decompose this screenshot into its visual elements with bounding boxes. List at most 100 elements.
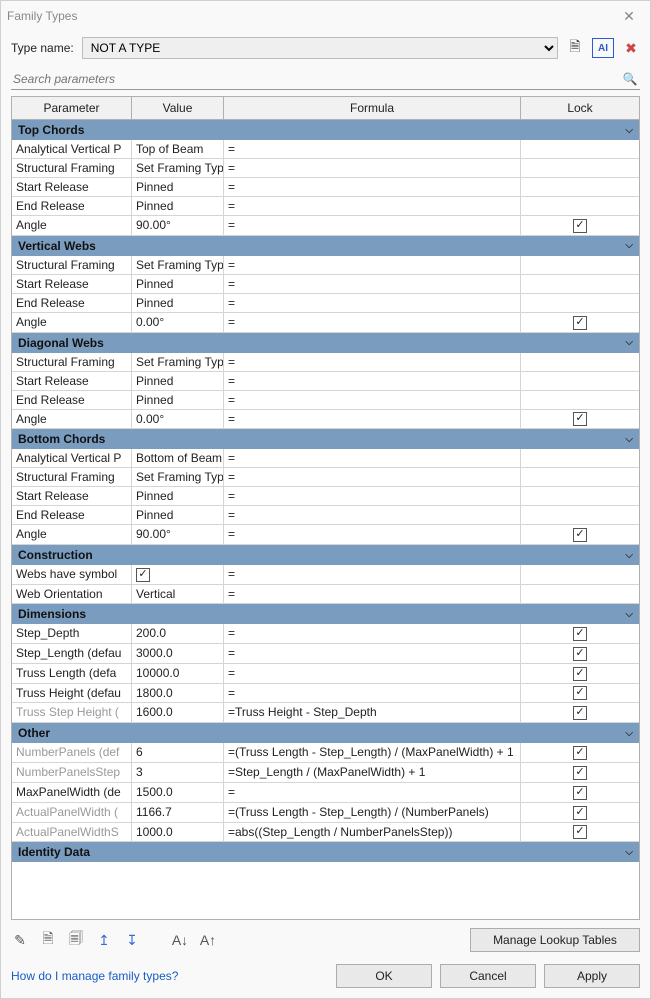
lock-cell[interactable]	[521, 664, 639, 683]
formula-cell[interactable]: =	[224, 624, 521, 643]
formula-cell[interactable]: =	[224, 197, 521, 215]
formula-cell[interactable]: =	[224, 410, 521, 429]
value-cell[interactable]: 200.0	[132, 624, 224, 643]
delete-type-icon[interactable]: ✖	[622, 39, 640, 57]
value-cell[interactable]: 1800.0	[132, 684, 224, 703]
formula-cell[interactable]: =Truss Height - Step_Depth	[224, 703, 521, 722]
lock-checkbox[interactable]	[573, 219, 587, 233]
lock-cell[interactable]	[521, 216, 639, 235]
value-cell[interactable]: Pinned	[132, 487, 224, 505]
value-checkbox[interactable]	[136, 568, 150, 582]
lock-cell[interactable]	[521, 525, 639, 544]
lock-cell[interactable]	[521, 783, 639, 802]
collapse-icon[interactable]: ⌵	[625, 337, 633, 348]
lock-checkbox[interactable]	[573, 706, 587, 720]
table-row[interactable]: Angle0.00°=	[12, 313, 639, 333]
lock-cell[interactable]	[521, 763, 639, 782]
param-cell[interactable]: Truss Height (defau	[12, 684, 132, 703]
formula-cell[interactable]: =	[224, 585, 521, 603]
formula-cell[interactable]: =	[224, 159, 521, 177]
formula-cell[interactable]: =	[224, 664, 521, 683]
table-row[interactable]: Analytical Vertical PTop of Beam=	[12, 140, 639, 159]
value-cell[interactable]: 1500.0	[132, 783, 224, 802]
value-cell[interactable]: Set Framing Type	[132, 468, 224, 486]
value-cell[interactable]: 10000.0	[132, 664, 224, 683]
lock-cell[interactable]	[521, 803, 639, 822]
lock-cell[interactable]	[521, 644, 639, 663]
table-row[interactable]: MaxPanelWidth (de1500.0=	[12, 783, 639, 803]
table-row[interactable]: Structural FramingSet Framing Type=	[12, 159, 639, 178]
group-header[interactable]: Vertical Webs⌵	[12, 236, 639, 256]
param-cell[interactable]: Start Release	[12, 178, 132, 196]
param-cell[interactable]: Web Orientation	[12, 585, 132, 603]
value-cell[interactable]: 3000.0	[132, 644, 224, 663]
lock-cell[interactable]	[521, 256, 639, 274]
table-row[interactable]: ActualPanelWidthS1000.0=abs((Step_Length…	[12, 823, 639, 843]
cancel-button[interactable]: Cancel	[440, 964, 536, 988]
value-cell[interactable]: Bottom of Beam	[132, 449, 224, 467]
lock-checkbox[interactable]	[573, 627, 587, 641]
value-cell[interactable]: 1600.0	[132, 703, 224, 722]
table-row[interactable]: NumberPanels (def6=(Truss Length - Step_…	[12, 743, 639, 763]
formula-cell[interactable]: =	[224, 275, 521, 293]
lock-cell[interactable]	[521, 565, 639, 584]
value-cell[interactable]: 0.00°	[132, 313, 224, 332]
header-lock[interactable]: Lock	[521, 97, 639, 119]
move-down-icon[interactable]: ↧	[123, 931, 141, 949]
group-header[interactable]: Other⌵	[12, 723, 639, 743]
value-cell[interactable]: Pinned	[132, 294, 224, 312]
table-row[interactable]: Angle0.00°=	[12, 410, 639, 430]
value-cell[interactable]: 90.00°	[132, 216, 224, 235]
lock-cell[interactable]	[521, 449, 639, 467]
close-icon[interactable]: ✕	[614, 1, 644, 31]
new-type-icon[interactable]: 🗎	[566, 39, 584, 57]
modify-param-icon[interactable]: 🗐	[67, 931, 85, 949]
collapse-icon[interactable]: ⌵	[625, 728, 633, 739]
lock-cell[interactable]	[521, 585, 639, 603]
header-parameter[interactable]: Parameter	[12, 97, 132, 119]
collapse-icon[interactable]: ⌵	[625, 609, 633, 620]
param-cell[interactable]: Start Release	[12, 372, 132, 390]
formula-cell[interactable]: =	[224, 140, 521, 158]
help-link[interactable]: How do I manage family types?	[11, 969, 178, 983]
collapse-icon[interactable]: ⌵	[625, 847, 633, 858]
rename-type-icon[interactable]: AI	[592, 38, 614, 58]
param-cell[interactable]: End Release	[12, 391, 132, 409]
formula-cell[interactable]: =(Truss Length - Step_Length) / (MaxPane…	[224, 743, 521, 762]
table-row[interactable]: ActualPanelWidth (1166.7=(Truss Length -…	[12, 803, 639, 823]
param-cell[interactable]: End Release	[12, 506, 132, 524]
param-cell[interactable]: Analytical Vertical P	[12, 449, 132, 467]
manage-lookup-button[interactable]: Manage Lookup Tables	[470, 928, 640, 952]
param-cell[interactable]: ActualPanelWidth (	[12, 803, 132, 822]
formula-cell[interactable]: =	[224, 216, 521, 235]
sort-desc-icon[interactable]: A↑	[199, 931, 217, 949]
param-cell[interactable]: Step_Depth	[12, 624, 132, 643]
lock-cell[interactable]	[521, 391, 639, 409]
table-row[interactable]: Angle90.00°=	[12, 525, 639, 545]
header-value[interactable]: Value	[132, 97, 224, 119]
value-cell[interactable]: Pinned	[132, 197, 224, 215]
formula-cell[interactable]: =	[224, 684, 521, 703]
lock-cell[interactable]	[521, 178, 639, 196]
formula-cell[interactable]: =	[224, 178, 521, 196]
new-param-icon[interactable]: ✎	[11, 931, 29, 949]
formula-cell[interactable]: =	[224, 449, 521, 467]
formula-cell[interactable]: =	[224, 256, 521, 274]
param-cell[interactable]: Structural Framing	[12, 159, 132, 177]
table-row[interactable]: End ReleasePinned=	[12, 391, 639, 410]
header-formula[interactable]: Formula	[224, 97, 521, 119]
lock-cell[interactable]	[521, 275, 639, 293]
param-cell[interactable]: MaxPanelWidth (de	[12, 783, 132, 802]
table-row[interactable]: End ReleasePinned=	[12, 506, 639, 525]
lock-cell[interactable]	[521, 684, 639, 703]
formula-cell[interactable]: =Step_Length / (MaxPanelWidth) + 1	[224, 763, 521, 782]
collapse-icon[interactable]: ⌵	[625, 125, 633, 136]
formula-cell[interactable]: =	[224, 644, 521, 663]
lock-cell[interactable]	[521, 468, 639, 486]
lock-cell[interactable]	[521, 159, 639, 177]
formula-cell[interactable]: =	[224, 313, 521, 332]
lock-cell[interactable]	[521, 410, 639, 429]
param-cell[interactable]: Analytical Vertical P	[12, 140, 132, 158]
lock-cell[interactable]	[521, 624, 639, 643]
lock-cell[interactable]	[521, 823, 639, 842]
